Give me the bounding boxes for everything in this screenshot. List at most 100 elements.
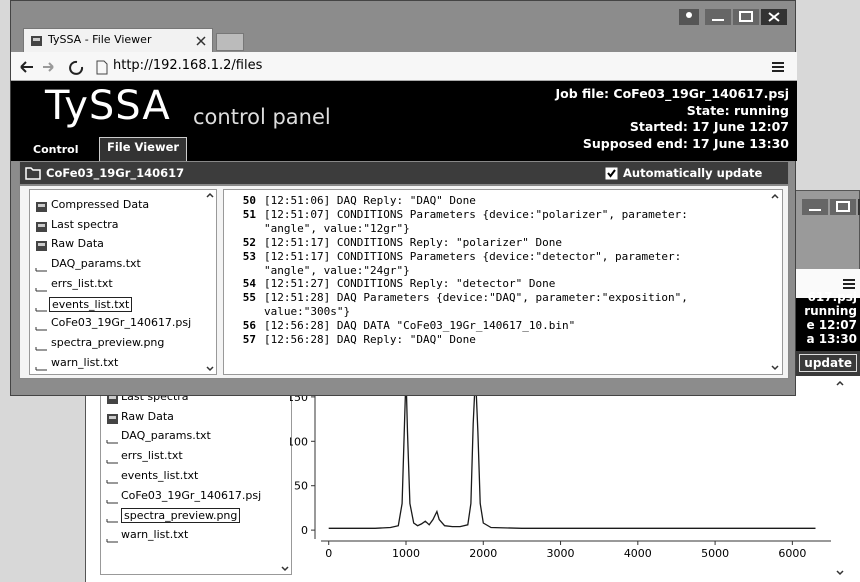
x-tick-label: 5000: [701, 547, 729, 560]
line-number: 53: [226, 250, 256, 263]
file-list: Compressed Data Last spectra Raw Data DAQ_p…: [29, 189, 217, 375]
checkbox: [605, 167, 618, 180]
folder-icon: [35, 200, 48, 213]
file-icon: [35, 259, 48, 272]
header: TySSA control panel Job file: CoFe03_19Gr_…: [11, 81, 797, 161]
log-panel: 50 [12:51:06] DAQ Reply: "DAQ" Done 51 [12:…: [223, 189, 783, 375]
log-line: [12:51:07] CONDITIONS Parameters {device…: [264, 208, 688, 221]
log-line: [12:51:17] CONDITIONS Reply: "polarizer"…: [264, 236, 562, 249]
file-icon: [106, 530, 119, 543]
folder-icon: [106, 412, 119, 425]
header-text: running: [804, 304, 857, 318]
tab-close: [196, 36, 206, 46]
file-item[interactable]: DAQ_params.txt: [121, 429, 211, 442]
file-icon: [35, 299, 48, 312]
log-line: [12:56:28] DAQ Reply: "DAQ" Done: [264, 333, 476, 346]
file-item[interactable]: spectra_preview.png: [121, 508, 240, 523]
file-icon: [35, 358, 48, 371]
file-icon: [106, 510, 119, 523]
log-line: value:"300s"}: [264, 305, 350, 318]
file-icon: [35, 279, 48, 292]
content: Compressed Data Last spectra Raw Data DAQ_p…: [19, 185, 789, 379]
tab-active[interactable]: File Viewer: [99, 137, 187, 161]
file-icon: [35, 338, 48, 351]
log-line: [12:51:27] CONDITIONS Reply: "detector" …: [264, 277, 555, 290]
subtitle: control panel: [193, 105, 331, 129]
file-item[interactable]: DAQ_params.txt: [51, 257, 141, 270]
folder-icon: [30, 34, 43, 47]
job-info: Supposed end: 17 June 13:30: [583, 136, 789, 151]
file-item[interactable]: errs_list.txt: [121, 449, 183, 462]
x-tick-label: 6000: [778, 547, 806, 560]
file-item[interactable]: Raw Data: [121, 410, 174, 423]
line-number: 56: [226, 319, 256, 332]
line-number: 50: [226, 194, 256, 207]
file-item[interactable]: spectra_preview.png: [51, 336, 164, 349]
file-item[interactable]: Last spectra: [51, 218, 119, 231]
file-item[interactable]: warn_list.txt: [121, 528, 188, 541]
file-item[interactable]: warn_list.txt: [51, 356, 118, 369]
window-controls: [679, 7, 789, 29]
file-icon: [106, 491, 119, 504]
tab[interactable]: Control: [33, 143, 78, 156]
log-line: [12:51:06] DAQ Reply: "DAQ" Done: [264, 194, 476, 207]
file-item[interactable]: CoFe03_19Gr_140617.psj: [121, 489, 261, 502]
folder-icon: [25, 166, 41, 180]
header-text: e 12:07: [806, 318, 857, 332]
log-line: "angle", value:"24gr"}: [264, 264, 410, 277]
screen: 617.psjrunninge 12:07a 13:30updateLast s…: [0, 0, 860, 582]
log-line: [12:51:28] DAQ Parameters {device:"DAQ",…: [264, 291, 688, 304]
job-info: Started: 17 June 12:07: [630, 119, 789, 134]
log-line: [12:51:17] CONDITIONS Parameters {device…: [264, 250, 681, 263]
address-bar: http://192.168.1.2/files: [11, 52, 797, 81]
folder-name: CoFe03_19Gr_140617: [46, 166, 184, 180]
file-item[interactable]: Raw Data: [51, 237, 104, 250]
scrollbar: [769, 191, 781, 373]
line-number: 55: [226, 291, 256, 304]
file-item[interactable]: events_list.txt: [121, 469, 198, 482]
folder-bar: CoFe03_19Gr_140617 Automatically update: [19, 161, 789, 185]
y-tick-label: 50: [294, 480, 308, 493]
header-text: a 13:30: [807, 332, 857, 346]
folder-icon: [35, 220, 48, 233]
x-tick-label: 1000: [392, 547, 420, 560]
line-number: 54: [226, 277, 256, 290]
browser-tab: TySSA - File Viewer: [23, 28, 213, 52]
file-icon: [106, 431, 119, 444]
line-number: 51: [226, 208, 256, 221]
nav-buttons: [19, 58, 119, 76]
url[interactable]: http://192.168.1.2/files: [113, 58, 262, 73]
spectrum-line: [329, 378, 816, 528]
auto-update-label[interactable]: Automatically update: [623, 166, 762, 180]
desktop: 617.psjrunninge 12:07a 13:30updateLast s…: [0, 0, 860, 582]
x-tick-label: 0: [325, 547, 332, 560]
file-icon: [106, 471, 119, 484]
file-icon: [35, 318, 48, 331]
y-tick-label: 0: [301, 524, 308, 537]
x-tick-label: 2000: [469, 547, 497, 560]
menu-button: [771, 61, 785, 73]
auto-update-button[interactable]: update: [799, 354, 857, 372]
folder-icon: [35, 239, 48, 252]
job-info: State: running: [687, 103, 789, 118]
x-tick-label: 3000: [547, 547, 575, 560]
tab-title[interactable]: TySSA - File Viewer: [48, 33, 151, 46]
file-item[interactable]: errs_list.txt: [51, 277, 113, 290]
file-item[interactable]: Compressed Data: [51, 198, 149, 211]
log-line: [12:56:28] DAQ DATA "CoFe03_19Gr_140617_…: [264, 319, 575, 332]
log-line: "angle", value:"12gr"}: [264, 222, 410, 235]
menu-button: [842, 278, 856, 290]
job-info: Job file: CoFe03_19Gr_140617.psj: [555, 86, 789, 101]
file-item[interactable]: CoFe03_19Gr_140617.psj: [51, 316, 191, 329]
y-tick-label: 100: [290, 435, 308, 448]
logo: TySSA: [45, 83, 171, 129]
file-item[interactable]: events_list.txt: [49, 297, 132, 312]
line-number: 57: [226, 333, 256, 346]
front-window: TySSA - File Viewer http://192.168.1.2/fi…: [10, 0, 796, 396]
x-tick-label: 4000: [624, 547, 652, 560]
new-tab: [216, 33, 244, 51]
scrollbar: [204, 190, 216, 374]
line-number: 52: [226, 236, 256, 249]
